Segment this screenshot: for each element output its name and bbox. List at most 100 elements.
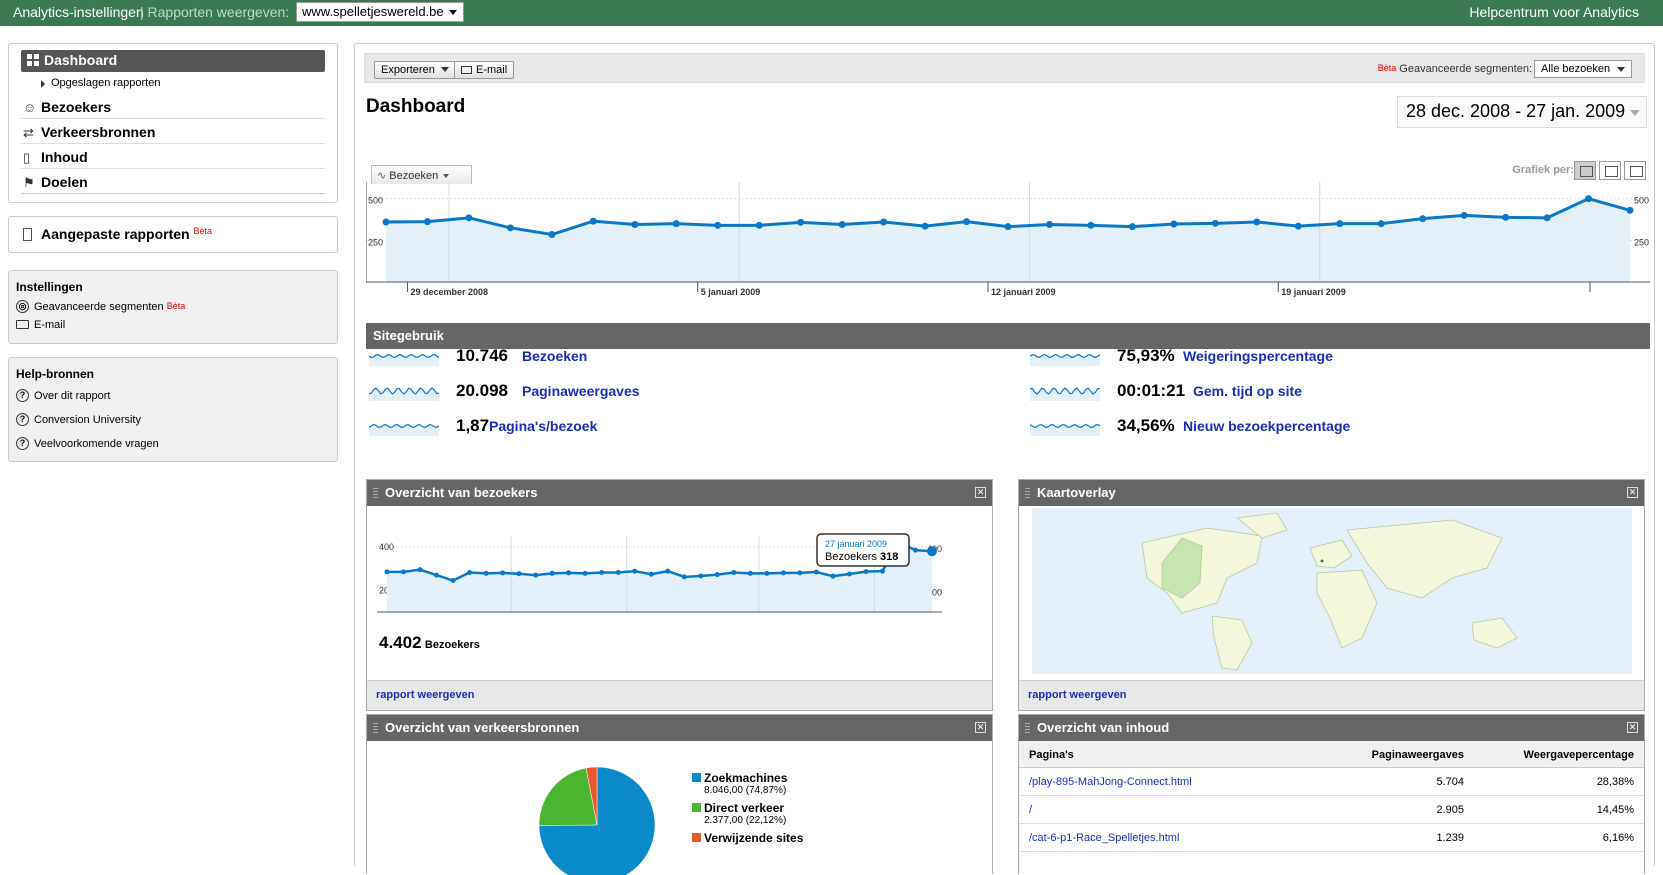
close-icon[interactable]: ✕ [1627, 487, 1638, 498]
flag-icon: ⚑ [23, 175, 35, 190]
pie-slice [538, 766, 656, 875]
view-report-link[interactable]: rapport weergeven [1019, 680, 1644, 710]
usage-link[interactable]: Pagina's/bezoek [489, 418, 598, 434]
data-point [698, 573, 704, 579]
metric-select-label: Bezoeken [389, 170, 439, 182]
help-item-label: Over dit rapport [34, 390, 111, 402]
advanced-segments-link[interactable]: ◎ Geavanceerde segmenten Bèta [16, 297, 330, 315]
close-icon[interactable]: ✕ [975, 487, 986, 498]
widget-header[interactable]: Overzicht van bezoekers ✕ [367, 480, 992, 506]
custom-reports-link[interactable]: Aangepaste rapporten Bèta [8, 216, 338, 253]
sidebar-item-saved-reports[interactable]: Opgeslagen rapporten [21, 72, 325, 94]
data-point [1419, 215, 1427, 223]
metric-select-tab[interactable]: ∿ Bezoeken [371, 165, 472, 184]
envelope-icon [16, 320, 29, 329]
toolbar: Exporteren E-mail Bèta Geavanceerde segm… [364, 53, 1645, 83]
sidebar-item-content[interactable]: ▯ Inhoud [21, 144, 325, 169]
data-point [631, 221, 639, 228]
help-item-faq[interactable]: ? Veelvoorkomende vragen [16, 432, 330, 456]
column-header-percentage[interactable]: Weergavepercentage [1523, 749, 1634, 761]
sparkline [369, 353, 439, 366]
data-point [549, 570, 555, 576]
email-button[interactable]: E-mail [454, 61, 515, 79]
help-item-about-report[interactable]: ? Over dit rapport [16, 384, 330, 408]
graph-month-button[interactable] [1624, 161, 1646, 180]
sidebar-item-dashboard[interactable]: Dashboard [21, 50, 325, 72]
site-usage-header: Sitegebruik [366, 323, 1650, 349]
sparkline [1030, 387, 1100, 401]
graph-day-button[interactable] [1574, 161, 1596, 180]
usage-link[interactable]: Paginaweergaves [522, 383, 640, 399]
view-report-link[interactable]: rapport weergeven [367, 680, 992, 710]
tooltip-value: 318 [880, 551, 898, 563]
data-point [467, 569, 473, 575]
widget-header[interactable]: Kaartoverlay ✕ [1019, 480, 1644, 506]
drag-handle-icon[interactable] [1025, 723, 1030, 733]
drag-handle-icon[interactable] [1025, 488, 1030, 498]
drag-handle-icon[interactable] [373, 723, 378, 733]
chevron-down-icon [449, 10, 457, 15]
y-tick-label: 250 [1634, 237, 1649, 247]
column-header-pages[interactable]: Pagina's [1029, 749, 1074, 761]
data-point [566, 570, 572, 576]
segments-select[interactable]: Alle bezoeken [1534, 60, 1632, 78]
close-icon[interactable]: ✕ [975, 722, 986, 733]
traffic-icon: ⇄ [23, 125, 34, 140]
column-header-pageviews[interactable]: Paginaweergaves [1371, 749, 1464, 761]
graph-by-label: Grafiek per: [1512, 164, 1574, 176]
table-row: / 2.905 14,45% [1019, 796, 1644, 824]
page-link[interactable]: / [1029, 804, 1033, 816]
data-point [665, 568, 671, 574]
y-tick-label: 500 [1634, 196, 1649, 206]
tooltip-date: 27 januari 2009 [825, 539, 887, 549]
usage-link[interactable]: Nieuw bezoekpercentage [1183, 418, 1351, 434]
sparkline [1030, 423, 1100, 436]
data-point [1128, 223, 1136, 231]
usage-value: 20.098 [456, 381, 508, 400]
data-point [533, 572, 539, 578]
export-button[interactable]: Exporteren [374, 61, 456, 79]
data-point [963, 218, 971, 226]
content-overview-widget: Overzicht van inhoud ✕ Pagina's Paginawe… [1018, 714, 1645, 874]
date-range-picker[interactable]: 28 dec. 2008 - 27 jan. 2009 [1397, 96, 1647, 128]
drag-handle-icon[interactable] [373, 488, 378, 498]
data-point [465, 214, 473, 222]
usage-link[interactable]: Weigeringspercentage [1183, 348, 1333, 364]
widget-header[interactable]: Overzicht van verkeersbronnen ✕ [367, 715, 992, 741]
data-point [747, 570, 753, 576]
chevron-down-icon [1617, 67, 1625, 72]
sidebar-item-visitors[interactable]: ☺ Bezoekers [21, 94, 325, 119]
help-box: Help-bronnen ? Over dit rapport ? Conver… [8, 357, 338, 462]
settings-title: Instellingen [16, 280, 83, 294]
data-point [506, 224, 514, 232]
y-tick-label: 200 [379, 585, 394, 595]
data-point [1004, 223, 1012, 231]
page-link[interactable]: /cat-6-p1-Race_Spelletjes.html [1029, 832, 1180, 844]
highlighted-point [927, 546, 937, 557]
widget-title: Overzicht van inhoud [1037, 720, 1170, 735]
visits-chart: 500 500 250 250 29 december 2008 5 januari 20… [366, 182, 1650, 297]
data-point [1087, 221, 1095, 229]
email-link[interactable]: E-mail [16, 315, 330, 333]
sidebar-item-goals[interactable]: ⚑ Doelen [21, 169, 325, 194]
site-select[interactable]: www.spelletjeswereld.be [296, 2, 464, 22]
page-icon: ▯ [23, 150, 31, 165]
graph-week-button[interactable] [1599, 161, 1621, 180]
close-icon[interactable]: ✕ [1627, 722, 1638, 733]
widget-title: Overzicht van bezoekers [385, 485, 538, 500]
usage-link[interactable]: Bezoeken [522, 348, 588, 364]
widget-header[interactable]: Overzicht van inhoud ✕ [1019, 715, 1644, 741]
data-point [863, 569, 869, 575]
x-tick-label: 19 januari 2009 [1281, 287, 1346, 297]
data-point [434, 572, 440, 578]
help-center-link[interactable]: Helpcentrum voor Analytics [1469, 4, 1639, 20]
help-item-conversion-university[interactable]: ? Conversion University [16, 408, 330, 432]
settings-link[interactable]: Analytics-instellingen [13, 4, 144, 20]
page-link[interactable]: /play-895-MahJong-Connect.html [1029, 776, 1192, 788]
chevron-down-icon [440, 67, 449, 72]
sidebar-item-traffic-sources[interactable]: ⇄ Verkeersbronnen [21, 119, 325, 144]
traffic-sources-widget: Overzicht van verkeersbronnen ✕ Zoekmach… [366, 714, 993, 875]
data-point [838, 221, 846, 228]
export-label: Exporteren [381, 64, 435, 76]
usage-link[interactable]: Gem. tijd op site [1193, 383, 1302, 399]
